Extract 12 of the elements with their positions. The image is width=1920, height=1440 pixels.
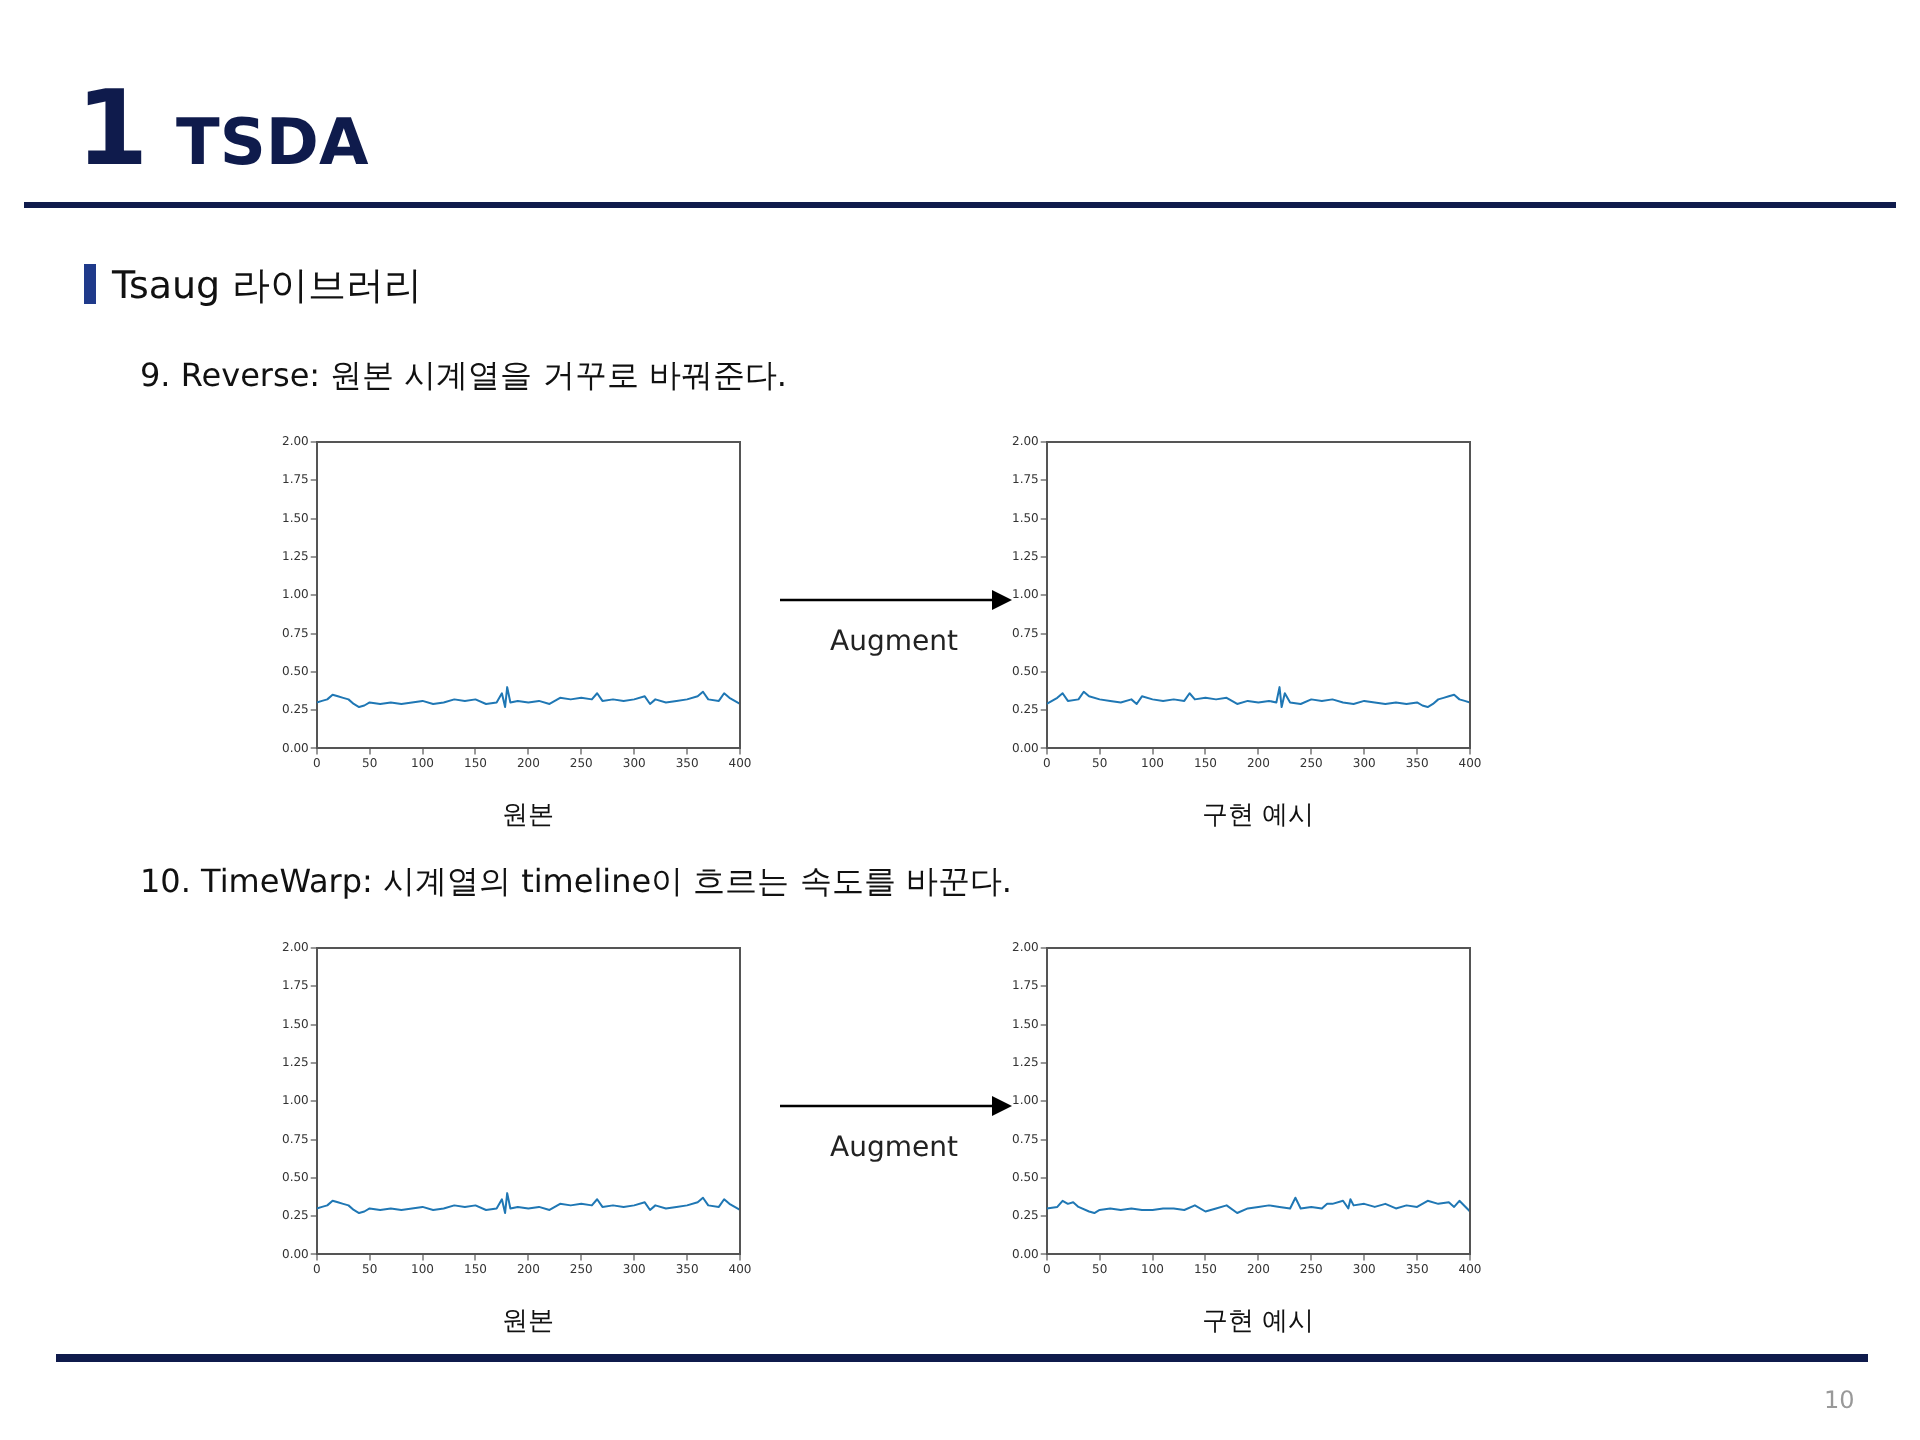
text: 10 [1824, 1386, 1855, 1414]
x-axis-title: 구현 예시 [1202, 801, 1315, 832]
chart-title: 9. Reverse: 원본 시계열을 거꾸로 바꿔준다. [140, 356, 787, 398]
chart-title: 10. TimeWarp: 시계열의 timeline이 흐르는 속도를 바꾼다. [140, 862, 1012, 904]
text: Augment [830, 626, 958, 658]
x-axis-title: 원본 [502, 1307, 555, 1338]
text: Augment [830, 1132, 958, 1164]
text: 1 [76, 70, 149, 190]
text: TSDA [176, 104, 369, 180]
x-axis-title: 원본 [502, 801, 555, 832]
x-axis-title: 구현 예시 [1202, 1307, 1315, 1338]
text: Tsaug 라이브러리 [112, 262, 423, 312]
